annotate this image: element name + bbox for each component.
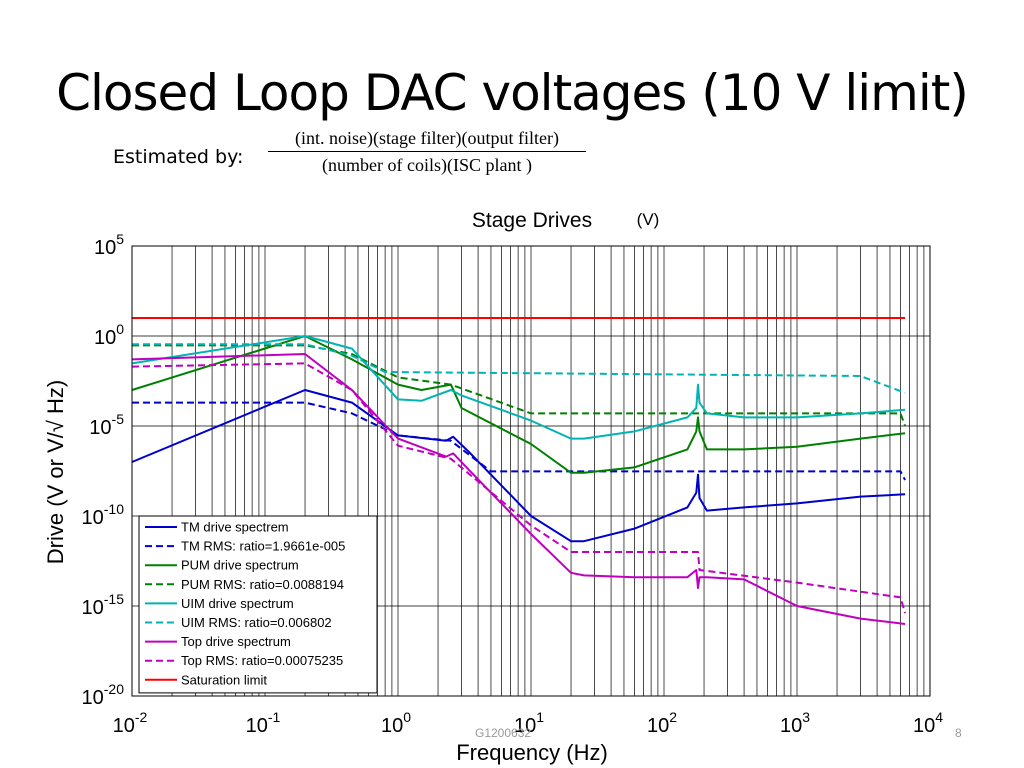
y-tick-label: 10-15 (82, 591, 125, 619)
slide-title: Closed Loop DAC voltages (10 V limit) (56, 64, 969, 122)
legend-label: Saturation limit (181, 672, 267, 687)
y-tick-label: 10-20 (82, 681, 125, 709)
footer-document-id: G1200632 (475, 726, 532, 740)
y-tick-label: 10-5 (89, 411, 124, 439)
slide-number: 8 (955, 726, 962, 740)
legend-label: TM RMS: ratio=1.9661e-005 (181, 539, 345, 554)
x-tick-label: 10-2 (113, 709, 148, 737)
series-line-5 (132, 343, 906, 394)
chart-title: Stage Drives (472, 209, 592, 232)
x-axis-label: Frequency (Hz) (456, 740, 608, 765)
y-tick-label: 100 (94, 321, 124, 349)
x-tick-label: 104 (913, 709, 943, 737)
x-tick-label: 102 (647, 709, 677, 737)
legend-box (138, 515, 378, 694)
y-tick-label: 10-10 (82, 501, 125, 529)
y-axis-label: Drive (V or V/√ Hz) (43, 380, 68, 564)
legend-label: Top RMS: ratio=0.00075235 (181, 653, 343, 668)
x-tick-label: 103 (780, 709, 810, 737)
legend-label: UIM drive spectrum (181, 596, 294, 611)
y-tick-labels: 105 100 10-5 10-10 10-15 10-20 (82, 231, 125, 709)
series-group (131, 317, 907, 625)
x-tick-labels: 10-2 10-1 100 101 102 103 104 (113, 709, 944, 737)
series-line-4 (131, 335, 906, 440)
legend: TM drive spectrem TM RMS: ratio=1.9661e-0… (138, 515, 378, 694)
formula-numerator: (int. noise)(stage filter)(output filter… (268, 128, 586, 152)
plot-frame (131, 245, 931, 697)
y-tick-label: 105 (94, 231, 124, 259)
series-line-2 (131, 335, 906, 474)
series-line-6 (131, 353, 906, 625)
legend-label: PUM drive spectrum (181, 558, 299, 573)
chart-title-unit: (V) (637, 210, 660, 229)
x-tick-label: 10-1 (246, 709, 281, 737)
legend-label: TM drive spectrem (181, 520, 289, 535)
legend-label: UIM RMS: ratio=0.006802 (181, 615, 332, 630)
legend-label: PUM RMS: ratio=0.0088194 (181, 577, 344, 592)
formula-denominator: (number of coils)(ISC plant ) (322, 155, 532, 175)
estimated-by-label: Estimated by: (113, 146, 244, 168)
x-tick-label: 100 (381, 709, 411, 737)
series-line-1 (132, 401, 906, 481)
legend-label: Top drive spectrum (181, 634, 291, 649)
x-tick-label: 101 (514, 709, 544, 737)
formula: (int. noise)(stage filter)(output filter… (268, 128, 586, 176)
